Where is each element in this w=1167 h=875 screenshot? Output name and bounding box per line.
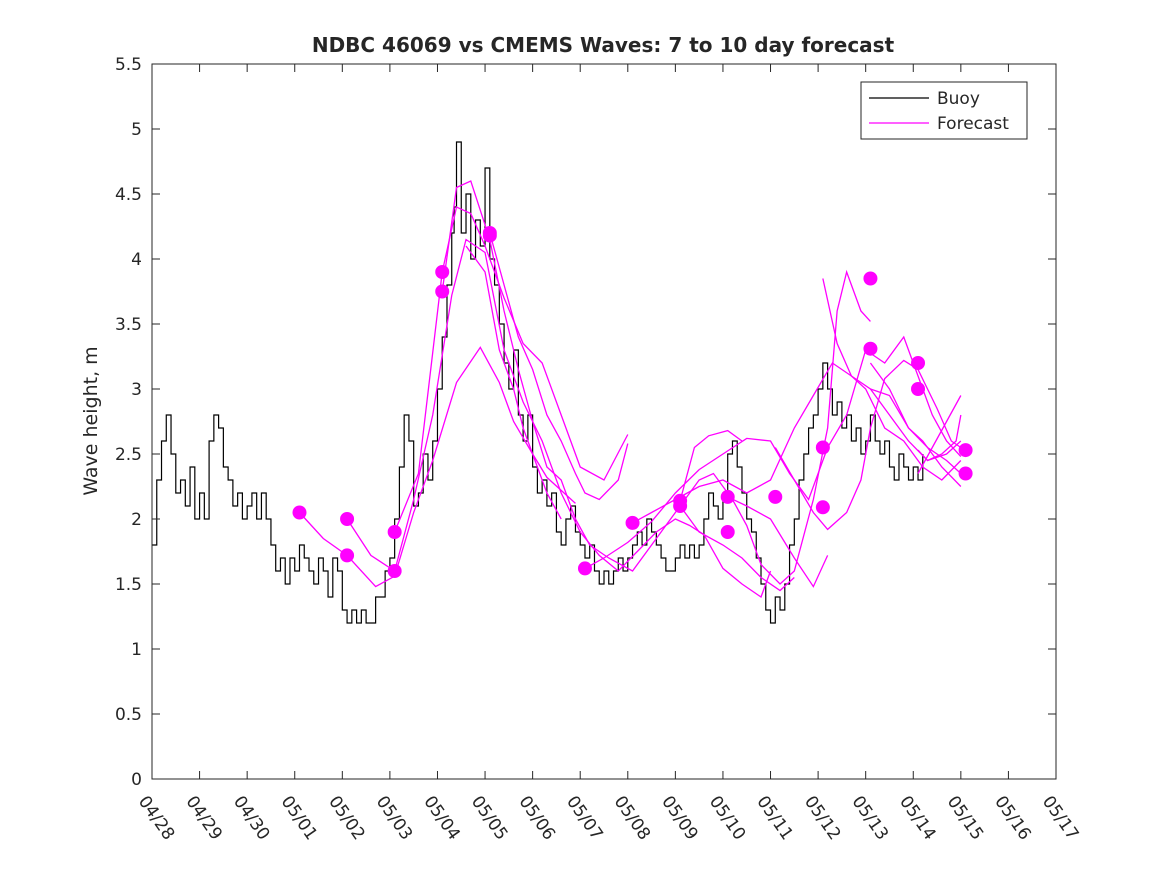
forecast-marker-6 bbox=[435, 284, 450, 299]
legend-box bbox=[860, 81, 1028, 140]
plot-area bbox=[151, 63, 1057, 780]
x-tick-label: 05/10 bbox=[705, 792, 749, 844]
y-tick-label: 4 bbox=[131, 250, 142, 270]
legend-label-forecast: Forecast bbox=[937, 114, 1009, 134]
x-tick-label: 05/17 bbox=[1038, 792, 1082, 844]
x-tick-label: 05/13 bbox=[848, 792, 892, 844]
forecast-marker-16 bbox=[815, 440, 830, 455]
forecast-line-1 bbox=[346, 238, 772, 599]
forecast-marker-1 bbox=[340, 512, 355, 526]
plot-background bbox=[152, 64, 1056, 779]
forecast-line-15 bbox=[917, 395, 962, 474]
forecast-line-0 bbox=[299, 346, 576, 588]
forecast-marker-3 bbox=[387, 525, 402, 539]
forecast-marker-23 bbox=[958, 466, 973, 481]
axes-frame bbox=[151, 63, 1057, 780]
forecast-marker-10 bbox=[625, 515, 640, 530]
forecast-marker-5 bbox=[435, 265, 450, 279]
buoy-line bbox=[152, 141, 924, 624]
forecast-marker-12 bbox=[673, 499, 688, 513]
x-tick-label: 05/02 bbox=[324, 792, 368, 844]
legend-label-buoy: Buoy bbox=[937, 89, 980, 109]
x-tick-label: 05/14 bbox=[895, 792, 939, 844]
x-tick-label: 05/08 bbox=[610, 792, 654, 844]
x-tick-label: 05/07 bbox=[562, 792, 606, 844]
x-tick-label: 05/15 bbox=[943, 792, 987, 844]
forecast-marker-19 bbox=[863, 341, 878, 356]
forecast-line-8 bbox=[679, 429, 743, 501]
forecast-marker-21 bbox=[911, 382, 926, 396]
y-tick-label: 1 bbox=[131, 640, 142, 660]
x-tick-label: 05/01 bbox=[277, 792, 321, 844]
forecast-marker-8 bbox=[482, 228, 497, 243]
plot-marks bbox=[152, 141, 973, 624]
forecast-marker-22 bbox=[958, 443, 973, 458]
forecast-line-4 bbox=[489, 232, 629, 501]
forecast-marker-14 bbox=[720, 525, 735, 539]
forecast-line-16 bbox=[917, 414, 962, 462]
forecast-marker-2 bbox=[340, 548, 355, 563]
chart-title: NDBC 46069 vs CMEMS Waves: 7 to 10 day f… bbox=[312, 33, 895, 57]
forecast-marker-0 bbox=[292, 505, 307, 520]
forecast-marker-18 bbox=[863, 271, 878, 286]
forecast-marker-17 bbox=[815, 500, 830, 515]
forecast-line-13 bbox=[869, 362, 962, 474]
y-tick-label: 5.5 bbox=[115, 55, 142, 75]
y-tick-label: 3 bbox=[131, 380, 142, 400]
forecast-line-10 bbox=[727, 496, 829, 588]
y-tick-label: 2.5 bbox=[115, 445, 142, 465]
x-tick-label: 05/03 bbox=[372, 792, 416, 844]
x-tick-label: 05/16 bbox=[990, 792, 1034, 844]
y-tick-label: 4.5 bbox=[115, 185, 142, 205]
y-tick-label: 2 bbox=[131, 510, 142, 530]
forecast-line-12 bbox=[822, 278, 962, 481]
x-tick-label: 05/06 bbox=[515, 792, 559, 844]
forecast-marker-13 bbox=[720, 489, 735, 504]
forecast-line-5 bbox=[465, 245, 562, 520]
x-tick-label: 04/28 bbox=[134, 792, 178, 844]
forecast-marker-15 bbox=[768, 489, 783, 504]
x-tick-label: 05/09 bbox=[657, 792, 701, 844]
y-tick-label: 3.5 bbox=[115, 315, 142, 335]
y-tick-label: 0.5 bbox=[115, 705, 142, 725]
y-axis: 0 0.5 1 1.5 2 2.5 3 3.5 4 4.5 5 5.5 bbox=[115, 55, 1056, 790]
x-tick-label: 05/12 bbox=[800, 792, 844, 844]
forecast-line-7 bbox=[632, 362, 962, 524]
y-tick-label: 5 bbox=[131, 120, 142, 140]
forecast-marker-9 bbox=[577, 561, 592, 576]
x-tick-label: 05/05 bbox=[467, 792, 511, 844]
forecast-line-3 bbox=[441, 180, 871, 585]
x-tick-label: 04/29 bbox=[181, 792, 225, 844]
forecast-marker-4 bbox=[387, 564, 402, 578]
forecast-line-14 bbox=[870, 388, 962, 487]
forecast-marker-20 bbox=[911, 356, 926, 370]
y-tick-label: 1.5 bbox=[115, 575, 142, 595]
forecast-line-11 bbox=[774, 359, 962, 531]
y-axis-label: Wave height, m bbox=[80, 346, 102, 495]
legend: Buoy Forecast bbox=[860, 81, 1028, 140]
x-tick-label: 05/04 bbox=[419, 792, 463, 844]
x-tick-label: 04/30 bbox=[229, 792, 273, 844]
x-tick-label: 05/11 bbox=[752, 792, 796, 844]
forecast-line-9 bbox=[679, 505, 795, 592]
y-tick-label: 0 bbox=[131, 770, 142, 790]
